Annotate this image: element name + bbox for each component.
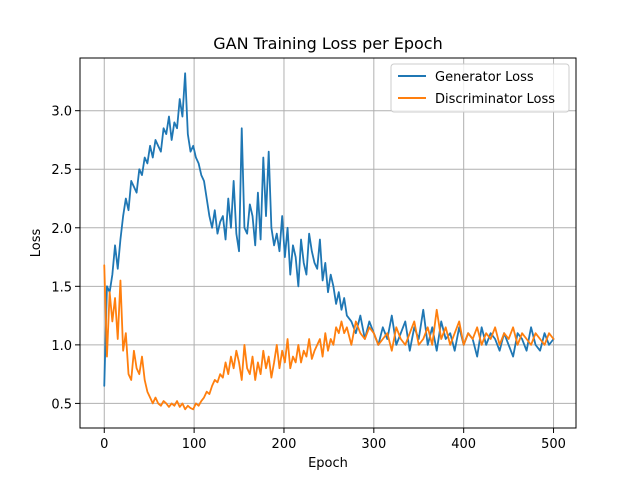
- y-tick-label: 0.5: [51, 397, 72, 412]
- x-tick-label: 0: [100, 437, 108, 452]
- x-axis-ticks: 0 100 200 300 400 500: [100, 428, 566, 452]
- x-axis-label: Epoch: [308, 456, 348, 471]
- x-tick-label: 300: [361, 437, 386, 452]
- legend-label-generator: Generator Loss: [435, 70, 534, 85]
- legend: Generator Loss Discriminator Loss: [390, 63, 570, 113]
- y-axis-ticks: 0.5 1.0 1.5 2.0 2.5 3.0: [51, 105, 80, 412]
- y-tick-label: 1.0: [51, 339, 72, 354]
- y-tick-label: 3.0: [51, 105, 72, 120]
- x-tick-label: 500: [541, 437, 566, 452]
- y-tick-label: 1.5: [51, 280, 72, 295]
- x-tick-label: 400: [451, 437, 476, 452]
- x-tick-label: 200: [272, 437, 297, 452]
- x-tick-label: 100: [182, 437, 207, 452]
- legend-label-discriminator: Discriminator Loss: [435, 92, 555, 107]
- series-layer: [103, 72, 555, 411]
- y-tick-label: 2.5: [51, 163, 72, 178]
- y-axis-label: Loss: [29, 229, 44, 258]
- series-line-discriminator: [103, 264, 555, 411]
- legend-box: [390, 63, 570, 113]
- y-tick-label: 2.0: [51, 222, 72, 237]
- chart-title: GAN Training Loss per Epoch: [213, 34, 442, 53]
- plot-frame: [79, 57, 577, 429]
